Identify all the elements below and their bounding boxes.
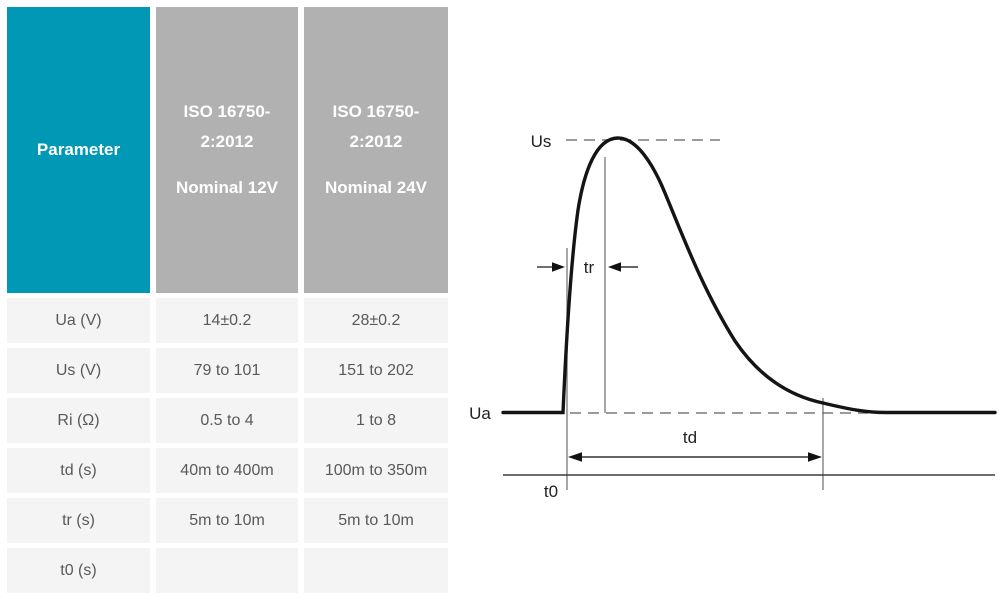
param-name-cell: Ua (V) xyxy=(7,298,150,343)
t0-label: t0 xyxy=(544,482,558,501)
value-12v-cell xyxy=(156,548,298,593)
us-label: Us xyxy=(531,132,552,151)
header-cell-parameter: Parameter xyxy=(7,7,150,293)
value-12v-cell: 79 to 101 xyxy=(156,348,298,393)
param-name-cell: Ri (Ω) xyxy=(7,398,150,443)
td-dimension-arrow xyxy=(568,452,822,462)
value-24v-cell: 1 to 8 xyxy=(304,398,448,443)
value-24v-cell xyxy=(304,548,448,593)
iso-standard-label-24v: ISO 16750-2:2012 xyxy=(332,101,420,151)
parameter-table: Parameter ISO 16750-2:2012 Nominal 12V I… xyxy=(7,7,448,593)
value-24v-cell: 151 to 202 xyxy=(304,348,448,393)
param-name-cell: tr (s) xyxy=(7,498,150,543)
ua-label: Ua xyxy=(469,404,491,423)
param-name-cell: Us (V) xyxy=(7,348,150,393)
tr-dimension-arrows xyxy=(537,262,638,272)
tr-right-arrowhead-icon xyxy=(608,262,621,272)
value-24v-cell: 28±0.2 xyxy=(304,298,448,343)
nominal-24v-label: Nominal 24V xyxy=(324,178,428,198)
value-12v-cell: 0.5 to 4 xyxy=(156,398,298,443)
tr-left-arrowhead-icon xyxy=(552,262,565,272)
value-12v-cell: 14±0.2 xyxy=(156,298,298,343)
header-cell-nominal-24v: ISO 16750-2:2012 Nominal 24V xyxy=(304,7,448,293)
td-right-arrowhead-icon xyxy=(808,452,822,462)
value-24v-cell: 100m to 350m xyxy=(304,448,448,493)
param-name-cell: td (s) xyxy=(7,448,150,493)
parameter-header-label: Parameter xyxy=(36,140,121,159)
value-12v-cell: 5m to 10m xyxy=(156,498,298,543)
header-cell-nominal-12v: ISO 16750-2:2012 Nominal 12V xyxy=(156,7,298,293)
nominal-12v-label: Nominal 12V xyxy=(175,178,279,198)
value-24v-cell: 5m to 10m xyxy=(304,498,448,543)
load-dump-pulse-curve xyxy=(501,136,997,415)
param-name-cell: t0 (s) xyxy=(7,548,150,593)
td-label: td xyxy=(683,428,697,447)
td-left-arrowhead-icon xyxy=(568,452,582,462)
value-12v-cell: 40m to 400m xyxy=(156,448,298,493)
tr-label: tr xyxy=(584,258,595,277)
iso-standard-label-12v: ISO 16750-2:2012 xyxy=(183,101,271,151)
